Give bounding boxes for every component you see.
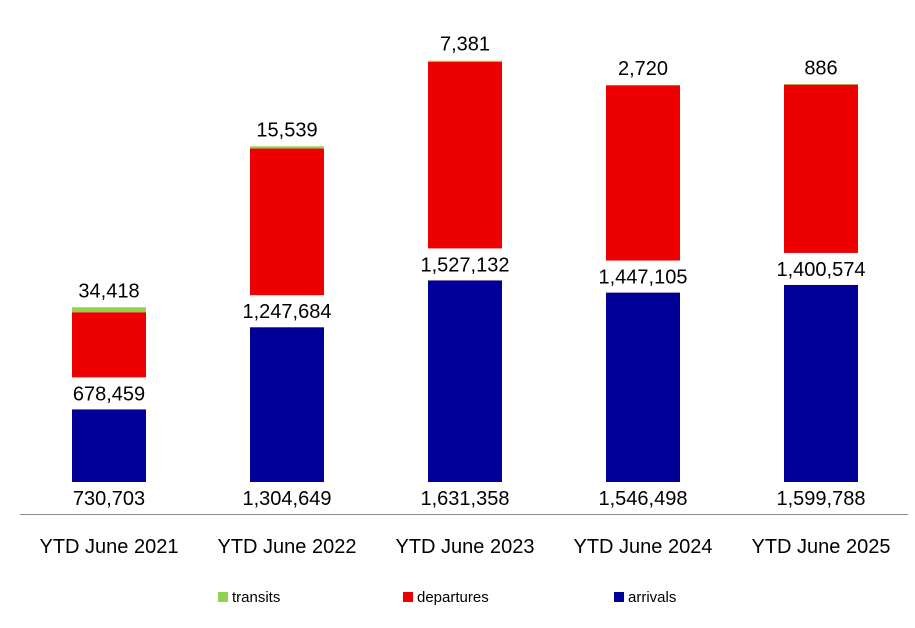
bar-arrivals-4 <box>606 292 680 514</box>
bar-transits-2 <box>250 146 324 149</box>
label-box-departures-5 <box>783 252 859 285</box>
bar-arrivals-5 <box>784 284 858 514</box>
x-tick-label-1: YTD June 2021 <box>40 536 179 558</box>
label-box-departures-2 <box>249 295 325 328</box>
data-label-transits-4: 2,720 <box>618 58 668 80</box>
label-box-arrivals-5 <box>783 482 859 514</box>
data-label-departures-1: 678,459 <box>73 383 145 405</box>
data-labels-layer: 730,703 678,459 34,418 1,304,649 1,247,684 15… <box>71 34 865 514</box>
bars-layer <box>72 60 858 514</box>
data-label-arrivals-2: 1,304,649 <box>243 488 332 510</box>
label-box-departures-3 <box>427 248 503 281</box>
label-box-arrivals-3 <box>427 482 503 514</box>
x-tick-label-3: YTD June 2023 <box>396 536 535 558</box>
legend-swatch-arrivals <box>614 592 624 602</box>
bar-arrivals-3 <box>428 280 502 514</box>
x-tick-label-4: YTD June 2024 <box>574 536 713 558</box>
label-box-departures-4 <box>605 260 681 293</box>
data-label-arrivals-1: 730,703 <box>73 488 145 510</box>
legend-swatch-departures <box>403 592 413 602</box>
data-label-departures-4: 1,447,105 <box>599 267 688 289</box>
data-label-departures-5: 1,400,574 <box>777 259 866 281</box>
legend-label-transits: transits <box>232 589 280 606</box>
data-label-transits-2: 15,539 <box>256 119 317 141</box>
data-label-transits-1: 34,418 <box>78 280 139 302</box>
bar-transits-3 <box>428 60 502 62</box>
data-label-departures-2: 1,247,684 <box>243 301 332 323</box>
bar-transits-4 <box>606 84 680 86</box>
bar-transits-1 <box>72 307 146 313</box>
data-label-transits-5: 886 <box>804 57 837 79</box>
label-box-departures-1 <box>71 377 147 410</box>
label-box-arrivals-4 <box>605 482 681 514</box>
data-label-arrivals-5: 1,599,788 <box>777 488 866 510</box>
bar-departures-5 <box>784 84 858 285</box>
bar-transits-5 <box>784 84 858 85</box>
legend: transits departures arrivals <box>218 589 676 606</box>
label-box-arrivals-1 <box>71 482 147 514</box>
bar-departures-4 <box>606 85 680 293</box>
legend-swatch-transits <box>218 592 228 602</box>
data-label-transits-3: 7,381 <box>440 34 490 56</box>
data-label-arrivals-3: 1,631,358 <box>421 488 510 510</box>
x-tick-label-2: YTD June 2022 <box>218 536 357 558</box>
x-tick-label-5: YTD June 2025 <box>752 536 891 558</box>
data-label-arrivals-4: 1,546,498 <box>599 488 688 510</box>
legend-label-arrivals: arrivals <box>628 589 676 606</box>
x-tick-labels: YTD June 2021 YTD June 2022 YTD June 2023 Y… <box>40 536 891 558</box>
legend-label-departures: departures <box>417 589 489 606</box>
bar-departures-3 <box>428 61 502 281</box>
label-box-arrivals-2 <box>249 482 325 514</box>
data-label-departures-3: 1,527,132 <box>421 254 510 276</box>
